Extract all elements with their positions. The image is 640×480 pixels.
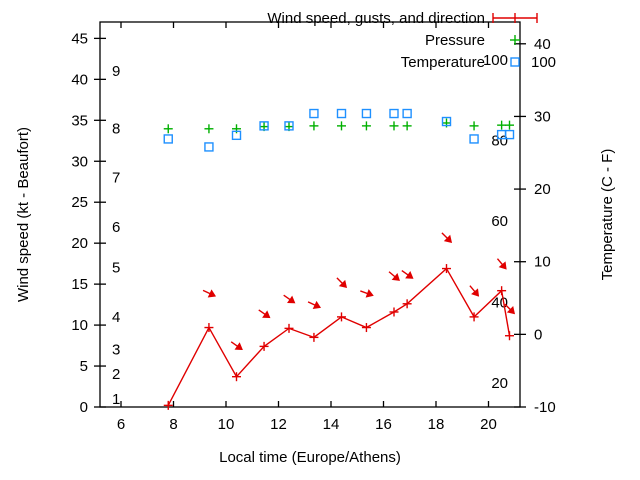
beaufort-label: 2 — [112, 366, 120, 383]
wind-speed-point — [497, 286, 507, 296]
wind-speed-point — [337, 312, 346, 322]
pressure-point — [469, 121, 479, 131]
temperature-point — [361, 108, 372, 119]
fahrenheit-label: 80 — [491, 132, 508, 149]
y-tick-label: 30 — [71, 153, 88, 170]
pressure-point — [402, 121, 412, 131]
temperature-point — [284, 121, 294, 131]
wind-speed-point — [505, 331, 514, 341]
x-tick-label: 16 — [375, 416, 392, 433]
y2-tick-label: 10 — [534, 254, 551, 271]
temperature-point — [504, 129, 515, 140]
wind-speed-point — [232, 372, 241, 382]
x-tick-label: 18 — [428, 416, 445, 433]
temperature-point — [309, 108, 319, 119]
x-tick-label: 8 — [169, 416, 177, 433]
plot-frame — [99, 21, 521, 408]
wind-speed-point — [204, 323, 214, 333]
fahrenheit-label: 20 — [491, 375, 508, 392]
beaufort-label: 6 — [112, 219, 120, 236]
legend-temperature-extra: 100 — [531, 54, 556, 71]
temperature-point — [389, 108, 399, 119]
x-tick-label: 10 — [218, 416, 235, 433]
beaufort-label: 4 — [112, 309, 120, 326]
pressure-point — [389, 121, 399, 131]
wind-direction-arrow-icon — [469, 285, 480, 297]
wind-direction-arrow-icon — [388, 271, 400, 281]
legend-temperature-mark — [510, 57, 520, 67]
fahrenheit-label: 60 — [491, 213, 508, 230]
pressure-point — [163, 124, 173, 134]
wind-direction-arrow-icon — [307, 300, 322, 309]
pressure-point — [497, 120, 507, 130]
fahrenheit-label: 100 — [483, 52, 508, 69]
y-tick-label: 5 — [80, 358, 88, 375]
y-tick-label: 45 — [71, 30, 88, 47]
y2-tick-label: -10 — [534, 399, 556, 416]
wind-direction-arrow-icon — [230, 341, 243, 351]
pressure-point — [309, 121, 319, 131]
temperature-point — [163, 134, 173, 144]
wind-direction-arrow-icon — [360, 289, 374, 298]
legend-label-temperature: Temperature — [401, 54, 485, 71]
temperature-point — [441, 116, 452, 127]
legend-label-wind: Wind speed, gusts, and direction — [267, 10, 485, 27]
y2-tick-label: 20 — [534, 181, 551, 198]
y-axis-title: Wind speed (kt - Beaufort) — [15, 127, 32, 302]
beaufort-label: 1 — [112, 391, 120, 408]
y-tick-label: 0 — [80, 399, 88, 416]
temperature-point — [259, 121, 269, 131]
pressure-point — [505, 120, 514, 130]
beaufort-label: 8 — [112, 120, 120, 137]
y-tick-label: 15 — [71, 276, 88, 293]
wind-speed-line — [167, 267, 511, 406]
wind-direction-arrow-icon — [441, 232, 453, 243]
beaufort-label: 9 — [112, 63, 120, 80]
beaufort-label: 3 — [112, 342, 120, 359]
wind-speed-point — [361, 323, 371, 333]
y-tick-label: 35 — [71, 112, 88, 129]
wind-speed-point — [284, 323, 294, 333]
wind-speed-point — [469, 312, 479, 322]
wind-direction-arrow-icon — [258, 309, 271, 319]
y2-axis-title: Temperature (C - F) — [599, 149, 616, 281]
wind-speed-point — [259, 341, 269, 351]
x-tick-label: 20 — [480, 416, 497, 433]
pressure-point — [361, 121, 371, 131]
wind-direction-arrow-icon — [504, 303, 516, 315]
temperature-point — [402, 108, 412, 119]
y-tick-label: 40 — [71, 71, 88, 88]
pressure-point — [204, 124, 214, 134]
beaufort-label: 5 — [112, 260, 120, 277]
temperature-point — [336, 108, 347, 119]
wind-direction-arrow-icon — [283, 294, 296, 304]
y-tick-label: 25 — [71, 194, 88, 211]
y-tick-label: 10 — [71, 317, 88, 334]
wind-speed-point — [442, 264, 451, 274]
x-axis-title: Local time (Europe/Athens) — [219, 449, 401, 466]
beaufort-label: 7 — [112, 170, 120, 187]
wind-direction-arrow-icon — [496, 258, 507, 270]
temperature-point — [231, 130, 242, 141]
x-tick-label: 6 — [117, 416, 125, 433]
wind-direction-arrow-icon — [401, 269, 414, 279]
wind-speed-point — [389, 307, 399, 317]
wind-speed-point — [402, 299, 412, 309]
wind-speed-point — [163, 400, 173, 410]
legend-label-pressure: Pressure — [425, 32, 485, 49]
wind-direction-arrow-icon — [202, 289, 217, 298]
y2-tick-label: 0 — [534, 326, 542, 343]
wind-direction-arrow-icon — [336, 277, 348, 289]
temperature-point — [204, 142, 214, 152]
y2-tick-label: 40 — [534, 36, 551, 53]
y2-tick-label: 30 — [534, 108, 551, 125]
pressure-point — [337, 121, 346, 131]
wind-speed-point — [309, 332, 319, 342]
x-tick-label: 14 — [323, 416, 340, 433]
y-tick-label: 20 — [71, 235, 88, 252]
temperature-point — [469, 134, 479, 144]
x-tick-label: 12 — [270, 416, 287, 433]
